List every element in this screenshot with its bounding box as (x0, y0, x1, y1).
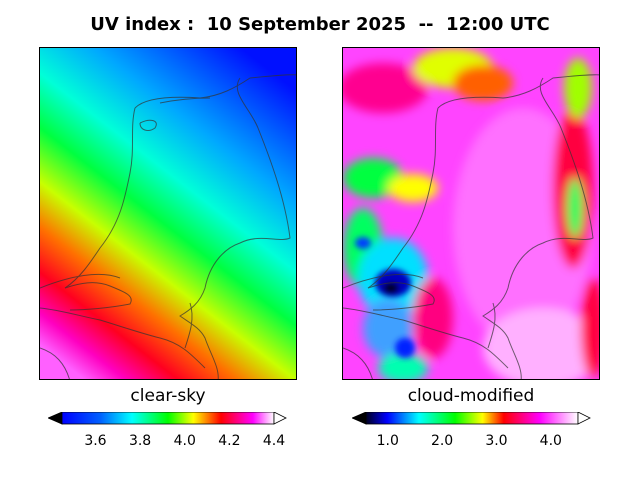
colorbar-tick-label: 4.0 (539, 433, 562, 449)
cloud-pattern (343, 48, 599, 379)
cbar2-min-arrow (352, 412, 367, 425)
colorbar-tick-label: 4.4 (262, 433, 286, 449)
coastline-borders-2 (343, 74, 599, 379)
clear-sky-gradient (40, 48, 296, 379)
colorbar-tick-label: 3.8 (128, 433, 152, 449)
colorbar-tick-label: 2.0 (430, 433, 454, 449)
cbar1-gradient (61, 412, 275, 425)
cloud-modified-map (342, 47, 600, 380)
clear-sky-field (40, 48, 296, 379)
cloud-modified-field (343, 48, 599, 379)
cbar1-max-arrow (273, 412, 287, 425)
coastline-borders (40, 74, 296, 379)
colorbar-tick-label: 3.0 (485, 433, 508, 449)
clear-sky-colorbar (48, 412, 287, 425)
colorbar-tick-label: 4.0 (173, 433, 196, 449)
colorbar-tick-label: 4.2 (218, 433, 241, 449)
colorbar-tick-label: 1.0 (376, 433, 399, 449)
cbar1-min-arrow (48, 412, 63, 425)
colorbar-tick-label: 3.6 (84, 433, 107, 449)
cbar2-gradient (365, 412, 579, 425)
clear-sky-label: clear-sky (130, 386, 206, 406)
map-title: UV index : 10 September 2025 -- 12:00 UT… (90, 14, 550, 35)
cloud-modified-label: cloud-modified (407, 386, 535, 406)
cloud-modified-colorbar (352, 412, 591, 425)
clear-sky-map (39, 47, 297, 380)
cbar2-max-arrow (577, 412, 591, 425)
